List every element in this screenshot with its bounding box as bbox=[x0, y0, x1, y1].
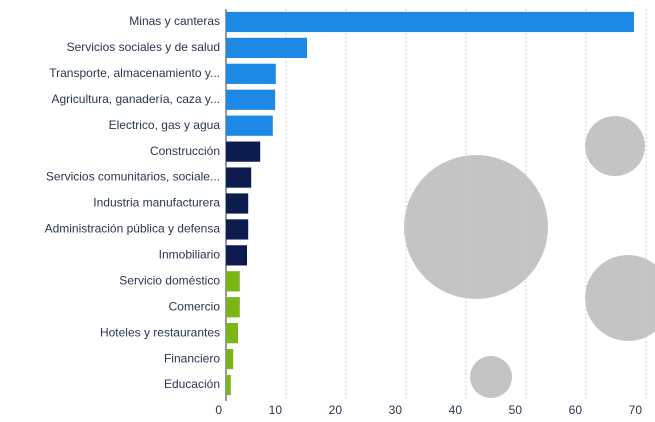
y-tick-label: Electrico, gas y agua bbox=[109, 118, 221, 132]
y-tick-label: Agricultura, ganadería, caza y... bbox=[51, 92, 220, 106]
y-tick-label: Servicios sociales y de salud bbox=[67, 40, 220, 54]
bar bbox=[226, 323, 238, 344]
bubble bbox=[470, 356, 512, 398]
y-tick-label: Inmobiliario bbox=[159, 248, 221, 262]
y-tick-label: Financiero bbox=[164, 351, 220, 365]
y-tick-label: Transporte, almacenamiento y... bbox=[49, 66, 220, 80]
y-tick-label: Comercio bbox=[169, 299, 221, 313]
y-tick-label: Servicios comunitarios, sociale... bbox=[46, 170, 220, 184]
bar bbox=[226, 193, 249, 214]
x-tick-label: 30 bbox=[389, 403, 403, 417]
x-tick-label: 40 bbox=[449, 403, 463, 417]
y-tick-label: Industria manufacturera bbox=[93, 196, 220, 210]
bar bbox=[226, 374, 231, 396]
bar bbox=[226, 11, 634, 33]
x-tick-label: 50 bbox=[509, 403, 523, 417]
bubble bbox=[585, 116, 645, 176]
y-tick-label: Minas y canteras bbox=[129, 14, 220, 28]
bar bbox=[226, 219, 249, 240]
x-tick-label: 0 bbox=[215, 403, 222, 417]
y-tick-label: Construcción bbox=[150, 144, 220, 158]
bubble bbox=[404, 155, 548, 299]
x-tick-label: 70 bbox=[629, 403, 643, 417]
y-tick-label: Hoteles y restaurantes bbox=[100, 325, 220, 339]
x-tick-label: 10 bbox=[269, 403, 283, 417]
bar bbox=[226, 348, 234, 370]
bar bbox=[226, 141, 261, 162]
y-tick-label: Educación bbox=[164, 377, 220, 391]
bar bbox=[226, 63, 276, 84]
y-tick-label: Servicio doméstico bbox=[119, 273, 220, 287]
bar bbox=[226, 297, 240, 318]
x-tick-label: 60 bbox=[569, 403, 583, 417]
x-tick-label: 20 bbox=[329, 403, 343, 417]
bubble bbox=[585, 255, 655, 341]
bar bbox=[226, 37, 307, 59]
bar bbox=[226, 271, 240, 292]
bar bbox=[226, 115, 273, 136]
bar bbox=[226, 89, 276, 110]
bar bbox=[226, 167, 252, 188]
y-tick-label: Administración pública y defensa bbox=[45, 222, 221, 236]
bar bbox=[226, 245, 247, 266]
